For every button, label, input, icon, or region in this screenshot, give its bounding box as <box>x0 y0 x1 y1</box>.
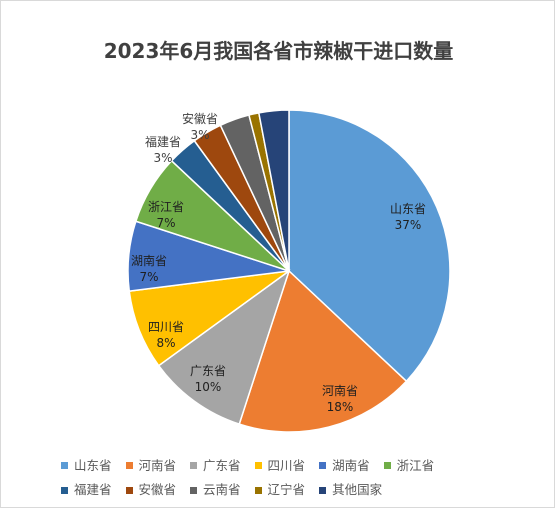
legend-item: 湖南省 <box>319 454 370 478</box>
slice-label-name: 河南省 <box>322 383 358 398</box>
legend-label: 浙江省 <box>396 457 435 473</box>
legend-swatch <box>190 486 198 494</box>
chart-title: 2023年6月我国各省市辣椒干进口数量 <box>103 39 454 63</box>
legend-item: 浙江省 <box>383 454 435 478</box>
legend-label: 其他国家 <box>332 482 383 497</box>
legend-item: 广东省 <box>190 454 241 478</box>
slice-label-name: 福建省 <box>145 134 181 149</box>
slice-label-value: 7% <box>156 216 175 230</box>
legend-label: 四川省 <box>267 457 306 473</box>
legend-item: 四川省 <box>254 454 306 478</box>
pie-slice-2 <box>157 269 291 426</box>
pie-slice-10 <box>257 109 290 272</box>
slice-label-name: 安徽省 <box>182 111 218 126</box>
slice-label-value: 18% <box>327 400 354 414</box>
legend-label: 广东省 <box>203 457 241 473</box>
slice-label-value: 8% <box>156 336 175 350</box>
slice-label-name: 四川省 <box>148 320 184 334</box>
legend-swatch <box>254 462 262 469</box>
legend-label: 云南省 <box>203 482 241 497</box>
legend-label: 福建省 <box>74 482 112 497</box>
slice-label-value: 3% <box>190 128 209 142</box>
legend-swatch <box>190 462 198 469</box>
slice-label-value: 7% <box>139 270 158 284</box>
chart-legend: 山东省 河南省 广东省 四川省 湖南省 浙江省福建省 安徽省 云南省 辽宁省 其他国家 <box>61 453 501 502</box>
legend-label: 安徽省 <box>138 482 177 497</box>
legend-label: 湖南省 <box>332 457 370 473</box>
legend-item: 云南省 <box>190 478 241 502</box>
pie-slice-0 <box>288 109 451 383</box>
legend-label: 河南省 <box>138 457 177 473</box>
legend-item: 福建省 <box>61 478 112 502</box>
legend-swatch <box>383 462 391 469</box>
legend-item: 山东省 <box>61 454 112 478</box>
legend-item: 其他国家 <box>319 478 382 502</box>
slice-label-value: 37% <box>395 218 422 232</box>
slice-label-value: 10% <box>195 380 222 394</box>
legend-item: 安徽省 <box>125 478 177 502</box>
legend-swatch <box>61 486 68 494</box>
slice-label-value: 3% <box>153 151 172 165</box>
pie-chart: 山东省 37% 河南省 18% 广东省 10% 四川省 8% 湖南省 7% 浙江省 7% 福建省 3% 安徽… <box>127 109 451 433</box>
legend-label: 山东省 <box>74 457 112 473</box>
slice-label-name: 湖南省 <box>131 253 167 268</box>
legend-swatch <box>319 462 327 469</box>
legend-item: 辽宁省 <box>254 478 306 502</box>
slice-label-name: 浙江省 <box>148 200 184 214</box>
legend-swatch <box>61 462 68 469</box>
slice-label-name: 广东省 <box>190 364 226 378</box>
legend-swatch <box>125 486 133 494</box>
legend-swatch <box>254 486 262 494</box>
slice-label-name: 山东省 <box>390 202 426 216</box>
legend-label: 辽宁省 <box>267 482 306 497</box>
legend-swatch <box>319 486 327 494</box>
legend-swatch <box>125 462 133 469</box>
pie-slice-1 <box>238 269 408 433</box>
legend-item: 河南省 <box>125 454 177 478</box>
